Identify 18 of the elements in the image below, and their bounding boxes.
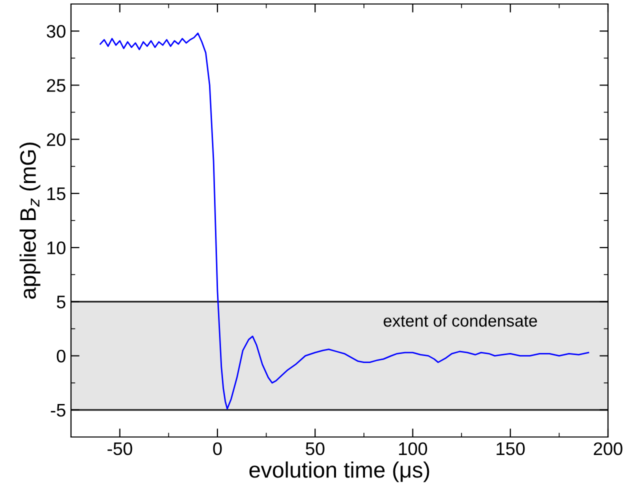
y-tick-label: 20 (46, 133, 66, 146)
y-tick-label: 30 (46, 24, 66, 38)
y-tick-label: 10 (47, 241, 66, 254)
x-tick-label: 150 (496, 442, 525, 456)
annotation: extent of condensate (384, 314, 537, 327)
line-series (100, 32, 590, 410)
y-axis-title: applied B$_{z}$ (mG) (20, 142, 40, 299)
x-tick-label: -50 (108, 442, 132, 456)
y-tick-label: 25 (46, 79, 66, 92)
x-tick-label: 100 (399, 442, 428, 456)
y-tick-label: -5 (50, 404, 66, 417)
x-axis-title: evolution time (μs) (249, 461, 430, 482)
x-tick-label: 200 (594, 442, 622, 456)
x-tick-label: 50 (306, 442, 324, 456)
y-tick-label: 0 (56, 350, 66, 363)
y-tick-label: 5 (56, 296, 66, 308)
x-tick-label: 0 (213, 442, 222, 456)
y-tick-label: 15 (47, 188, 66, 200)
